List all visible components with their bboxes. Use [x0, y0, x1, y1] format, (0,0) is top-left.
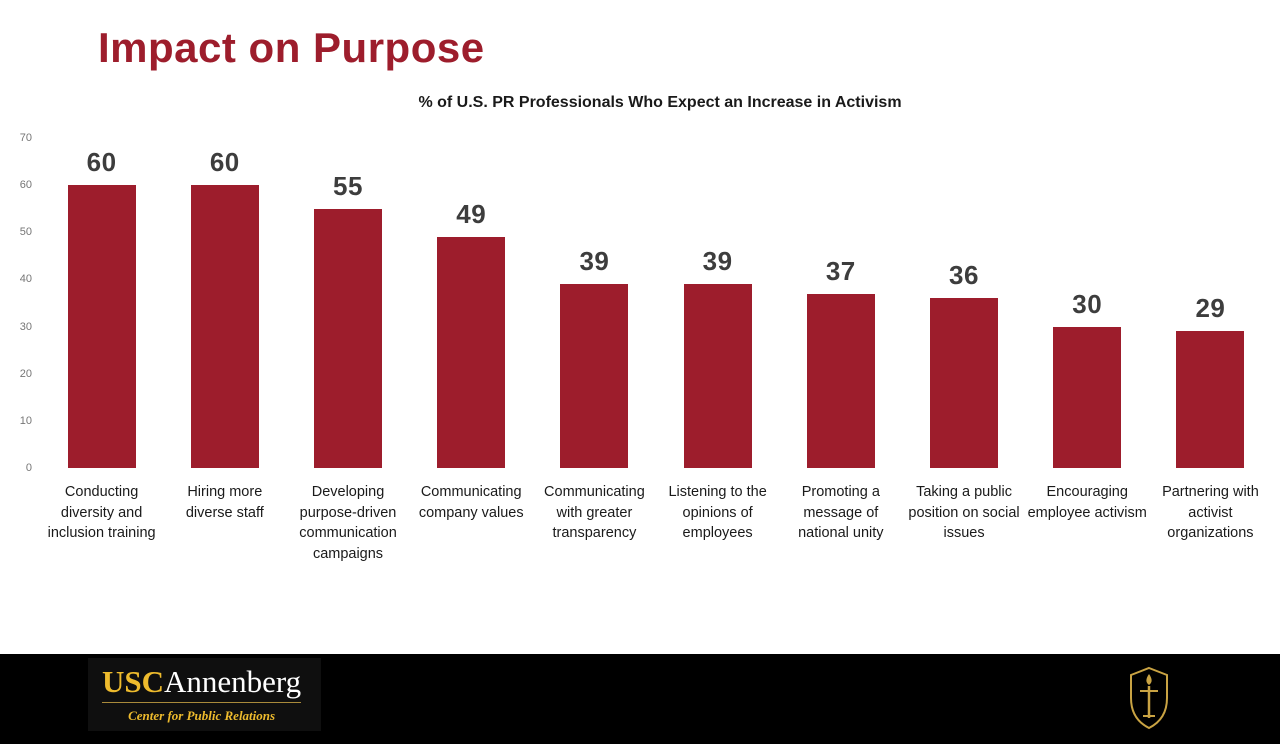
y-axis: 0 10 20 30 40 50 60 70 — [4, 132, 40, 474]
category-label: Hiring more diverse staff — [185, 484, 264, 521]
bar — [437, 237, 506, 468]
bar-column: 39 Listening to the opinions of employees — [656, 138, 779, 564]
usc-annenberg-logo: USCAnnenberg Center for Public Relations — [88, 658, 322, 731]
bar-area: 55 — [314, 138, 382, 468]
bar-column: 39 Communicating with greater transparenc… — [533, 138, 656, 564]
bar-value-label: 60 — [86, 147, 117, 178]
y-axis-tick: 10 — [19, 414, 32, 427]
bar-value-label: 37 — [825, 255, 856, 286]
bar-value-label: 36 — [949, 260, 979, 291]
y-axis-tick: 60 — [19, 179, 32, 192]
category-label: Developing purpose-driven communication … — [299, 484, 397, 562]
bar — [1053, 326, 1122, 468]
bar-area: 37 — [806, 138, 875, 468]
usc-annenberg-wordmark: USCAnnenberg — [102, 664, 302, 699]
bar-column: 37 Promoting a message of national unity — [779, 138, 902, 564]
bar-column: 29 Partnering with activist organizations — [1149, 138, 1272, 564]
bar-column: 49 Communicating company values — [410, 138, 533, 564]
gold-divider — [102, 701, 302, 703]
y-axis-tick: 0 — [25, 462, 32, 474]
bar-value-label: 39 — [702, 246, 733, 277]
bar-value-label: 39 — [579, 246, 610, 277]
bar-area: 39 — [683, 138, 752, 468]
bar-chart: 0 10 20 30 40 50 60 70 60 Conducting diversity a… — [4, 112, 1272, 564]
bar-column: 55 Developing purpose-driven communicatio… — [286, 138, 409, 564]
category-label: Conducting diversity and inclusion train… — [47, 484, 156, 542]
y-axis-tick: 50 — [19, 226, 32, 239]
category-label: Promoting a message of national unity — [798, 484, 884, 542]
bar — [930, 298, 999, 468]
bar-value-label: 29 — [1195, 293, 1226, 324]
bar-column: 60 Conducting diversity and inclusion tra… — [40, 138, 163, 564]
bar-value-label: 60 — [209, 147, 240, 178]
bar — [683, 284, 752, 468]
center-for-public-relations-text: Center for Public Relations — [128, 707, 276, 723]
bar-column: 30 Encouraging employee activism — [1026, 138, 1149, 564]
bar-area: 36 — [930, 138, 999, 468]
bar-area: 60 — [67, 138, 136, 468]
bar-column: 60 Hiring more diverse staff — [163, 138, 286, 564]
page-title: Impact on Purpose — [98, 24, 485, 71]
bar-value-label: 49 — [456, 199, 487, 229]
category-label: Taking a public position on social issue… — [908, 484, 1020, 542]
bar — [190, 185, 259, 468]
footer: USCAnnenberg Center for Public Relations — [0, 654, 1280, 744]
category-label: Listening to the opinions of employees — [668, 484, 767, 542]
bar-area: 49 — [437, 138, 506, 468]
y-axis-tick: 20 — [19, 367, 32, 380]
category-label: Partnering with activist organizations — [1162, 484, 1259, 542]
category-label: Communicating company values — [418, 484, 524, 521]
y-axis-tick: 30 — [19, 320, 32, 333]
y-axis-tick: 70 — [19, 132, 32, 144]
bar-value-label: 55 — [333, 170, 363, 201]
category-label: Communicating with greater transparency — [544, 484, 645, 542]
bar — [67, 185, 136, 468]
category-label: Encouraging employee activism — [1027, 484, 1147, 521]
usc-shield-icon — [1130, 666, 1168, 730]
usc-text: USC — [102, 664, 165, 699]
bar — [806, 293, 875, 468]
chart-columns: 60 Conducting diversity and inclusion tra… — [40, 138, 1272, 564]
bar-column: 36 Taking a public position on social iss… — [902, 138, 1025, 564]
bar-area: 29 — [1176, 138, 1245, 468]
bar-area: 39 — [560, 138, 629, 468]
bar — [314, 208, 382, 468]
bar-value-label: 30 — [1072, 288, 1103, 319]
annenberg-text: Annenberg — [164, 664, 302, 699]
bar — [1176, 331, 1245, 468]
bar-area: 60 — [190, 138, 259, 468]
y-axis-tick: 40 — [19, 273, 32, 286]
bar-area: 30 — [1053, 138, 1122, 468]
bar — [560, 284, 629, 468]
chart-title: % of U.S. PR Professionals Who Expect an… — [418, 94, 902, 111]
